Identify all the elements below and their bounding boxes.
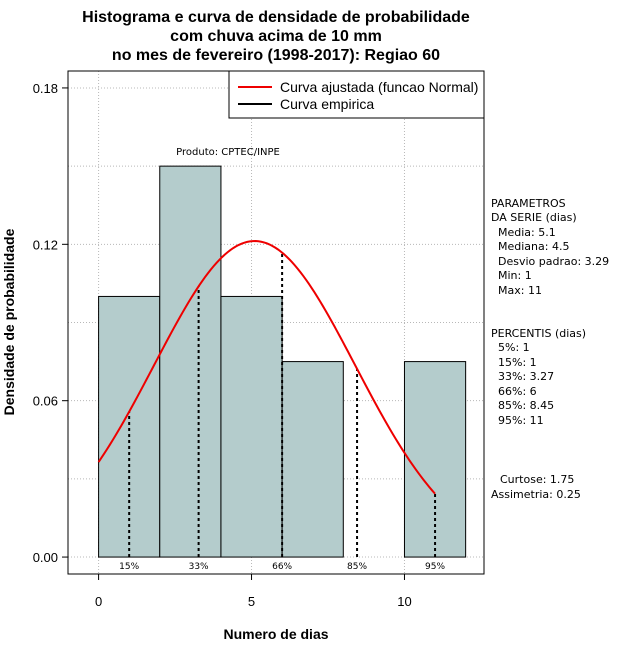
y-tick-label-0: 0.00 (33, 550, 58, 565)
bars-layer (98, 165, 467, 558)
y-tick-label-3: 0.18 (33, 81, 58, 96)
y-tick-label-1: 0.06 (33, 394, 58, 409)
y-tick-label-2: 0.12 (33, 237, 58, 252)
axes-layer: 0 5 10 0.00 0.06 0.12 0.18 (33, 81, 412, 609)
assimetria-value: Assimetria: 0.25 (491, 488, 581, 501)
histogram-bar-5 (403, 361, 467, 558)
parametros-heading-2: DA SERIE (dias) (491, 211, 577, 224)
parametros-panel: PARAMETROS DA SERIE (dias) Media: 5.1 Me… (491, 197, 609, 297)
percentile-label-0: 15% (119, 562, 139, 572)
histogram-bar-1 (159, 165, 222, 558)
histogram-bar-0 (98, 295, 161, 558)
x-tick-label-1: 5 (248, 594, 255, 609)
fitted-normal-curve (97, 240, 436, 495)
parametros-max: Max: 11 (498, 284, 542, 297)
parametros-media: Media: 5.1 (498, 226, 556, 239)
legend-label-empirical: Curva empirica (280, 96, 374, 112)
x-tick-label-2: 10 (397, 594, 411, 609)
histogram-bar-2 (220, 295, 283, 558)
percentile-label-3: 85% (347, 562, 367, 572)
shape-panel: Curtose: 1.75 Assimetria: 0.25 (491, 473, 581, 501)
y-axis-title: Densidade de probabilidade (1, 228, 17, 415)
percentile-markers: 15% 33% 66% 85% 95% (119, 252, 446, 572)
parametros-heading-1: PARAMETROS (491, 197, 566, 210)
curtose-value: Curtose: 1.75 (500, 473, 574, 486)
legend-box (228, 70, 485, 119)
histogram-bar-3 (281, 361, 344, 558)
percentil-95: 95%: 11 (498, 414, 544, 427)
percentil-66: 66%: 6 (498, 385, 537, 398)
percentile-label-4: 95% (425, 562, 445, 572)
percentil-5: 5%: 1 (498, 341, 530, 354)
produto-annotation: Produto: CPTEC/INPE (176, 147, 280, 158)
parametros-mediana: Mediana: 4.5 (498, 240, 569, 253)
chart-title-line-3: no mes de fevereiro (1998-2017): Regiao … (112, 47, 440, 64)
legend-label-fitted: Curva ajustada (funcao Normal) (280, 79, 478, 95)
chart-title-line-1: Histograma e curva de densidade de proba… (82, 9, 470, 26)
parametros-min: Min: 1 (498, 269, 532, 282)
percentil-85: 85%: 8.45 (498, 399, 554, 412)
curve-layer (97, 240, 436, 495)
percentile-label-1: 33% (189, 562, 209, 572)
percentis-heading: PERCENTIS (dias) (491, 327, 586, 340)
chart-title-line-2: com chuva acima de 10 mm (170, 28, 382, 45)
percentil-33: 33%: 3.27 (498, 370, 554, 383)
percentis-panel: PERCENTIS (dias) 5%: 1 15%: 1 33%: 3.27 … (491, 327, 586, 427)
parametros-desvio: Desvio padrao: 3.29 (498, 255, 609, 268)
x-tick-label-0: 0 (95, 594, 102, 609)
percentil-15: 15%: 1 (498, 356, 537, 369)
x-axis-title: Numero de dias (223, 626, 328, 642)
legend: Curva ajustada (funcao Normal) Curva emp… (228, 70, 485, 119)
percentile-label-2: 66% (272, 562, 292, 572)
